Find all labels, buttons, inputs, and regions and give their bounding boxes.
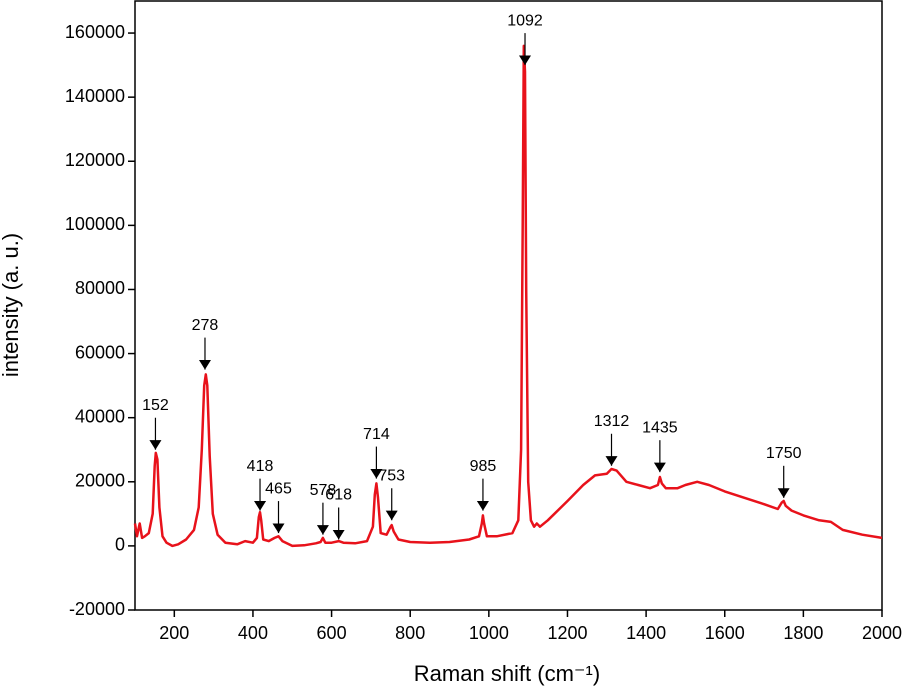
annotation-label: 618 (325, 487, 352, 504)
annotation-label: 465 (265, 480, 292, 497)
x-tick-label: 1600 (705, 623, 745, 643)
y-tick-label: 20000 (75, 471, 125, 491)
y-tick-label: 160000 (65, 22, 125, 42)
x-tick-label: 2000 (862, 623, 902, 643)
x-tick-label: 1200 (547, 623, 587, 643)
y-tick-label: 140000 (65, 86, 125, 106)
annotation-label: 152 (142, 397, 169, 414)
y-tick-label: -20000 (69, 599, 125, 619)
annotation-label: 985 (470, 458, 497, 475)
y-tick-label: 80000 (75, 278, 125, 298)
y-tick-label: 0 (115, 535, 125, 555)
y-tick-label: 120000 (65, 150, 125, 170)
x-tick-label: 200 (159, 623, 189, 643)
y-tick-label: 100000 (65, 214, 125, 234)
annotation-label: 578 (310, 482, 337, 499)
annotation-label: 753 (378, 467, 405, 484)
x-tick-label: 400 (238, 623, 268, 643)
y-tick-label: 60000 (75, 342, 125, 362)
spectrum-line (133, 44, 883, 548)
y-axis-label: intensity (a. u.) (0, 233, 23, 377)
y-tick-label: 40000 (75, 406, 125, 426)
x-tick-label: 1000 (469, 623, 509, 643)
x-tick-label: 800 (395, 623, 425, 643)
annotation-label: 1092 (507, 12, 543, 29)
x-tick-label: 1400 (626, 623, 666, 643)
plot-frame (134, 0, 883, 611)
annotation-label: 1750 (766, 445, 802, 462)
annotation-label: 1435 (642, 419, 678, 436)
annotation-label: 418 (247, 458, 274, 475)
annotation-label: 278 (192, 317, 219, 334)
x-axis-label: Raman shift (cm⁻¹) (414, 661, 600, 686)
annotation-label: 714 (363, 426, 390, 443)
x-tick-label: 1800 (783, 623, 823, 643)
x-tick-label: 600 (317, 623, 347, 643)
annotation-label: 1312 (594, 413, 630, 430)
